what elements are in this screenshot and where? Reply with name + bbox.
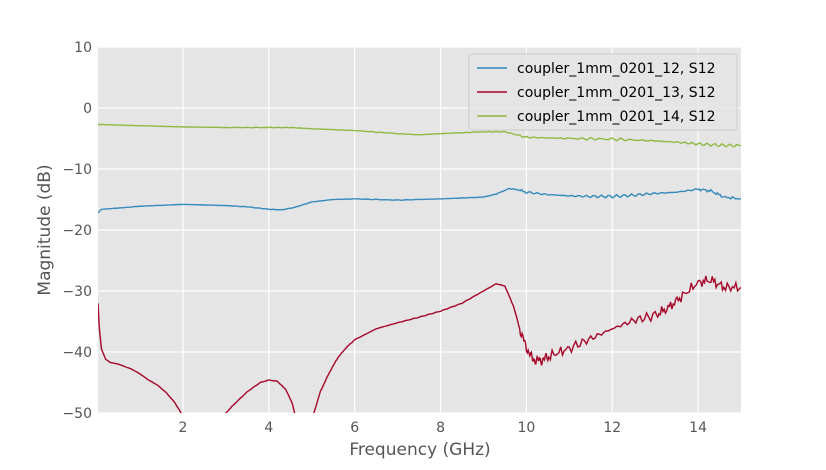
y-tick-label: −50	[62, 406, 92, 422]
grid-lines	[98, 46, 741, 414]
y-tick-label: −20	[62, 223, 92, 239]
x-tick-label: 2	[179, 420, 188, 436]
series-layer	[98, 123, 741, 413]
legend: coupler_1mm_0201_12, S12 coupler_1mm_0201…	[468, 53, 738, 131]
x-tick-label: 4	[264, 420, 273, 436]
x-tick-label: 12	[603, 420, 621, 436]
y-tick-label: −10	[62, 162, 92, 178]
x-tick-label: 8	[436, 420, 445, 436]
x-tick-label: 14	[689, 420, 707, 436]
legend-entry: coupler_1mm_0201_13, S12	[517, 85, 716, 101]
y-tick-label: 0	[83, 101, 92, 117]
series-line-3	[98, 123, 741, 148]
x-tick-label: 10	[517, 420, 535, 436]
y-tick-label: −30	[62, 284, 92, 300]
legend-entry: coupler_1mm_0201_12, S12	[517, 61, 716, 77]
y-tick-label: 10	[74, 40, 92, 56]
y-axis-label: Magnitude (dB)	[35, 164, 55, 295]
series-line-2	[98, 275, 741, 413]
tick-labels: 2 4 6 8 10 12 14 10 0 −10 −20 −30 −40 −50	[62, 40, 707, 436]
legend-box	[468, 53, 738, 131]
y-tick-label: −40	[62, 345, 92, 361]
x-axis-label: Frequency (GHz)	[349, 440, 490, 460]
series-line-1	[98, 187, 741, 214]
x-tick-label: 6	[350, 420, 359, 436]
legend-entry: coupler_1mm_0201_14, S12	[517, 109, 716, 125]
